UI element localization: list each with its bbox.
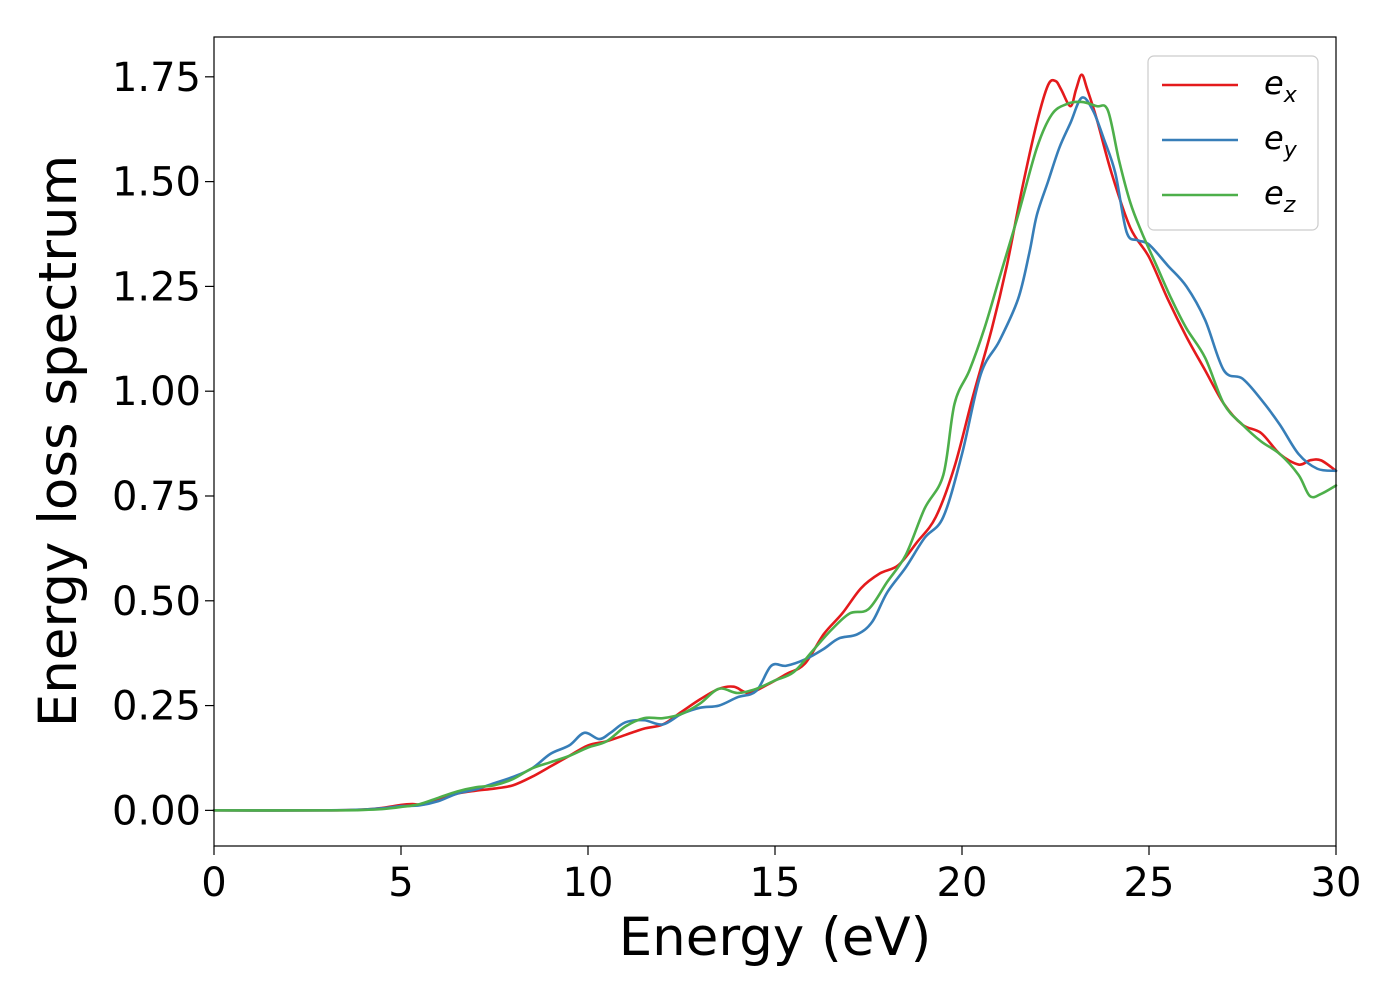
x-tick-label: 5 [388, 860, 413, 906]
x-tick-label: 15 [750, 860, 801, 906]
x-tick-label: 25 [1124, 860, 1175, 906]
series-lines [212, 73, 1338, 812]
series-line-z [212, 100, 1338, 812]
y-tick-label: 1.25 [112, 264, 201, 310]
series-line-x [212, 73, 1338, 812]
y-axis-ticks: 0.00 0.25 0.50 0.75 1.00 1.25 1.50 1.75 [112, 55, 214, 834]
y-tick-label: 0.25 [112, 684, 201, 730]
y-axis-label: Energy loss spectrum [28, 155, 89, 727]
y-tick-label: 1.00 [112, 369, 201, 415]
y-tick-label: 0.00 [112, 788, 201, 834]
legend-box [1147, 55, 1319, 231]
y-tick-label: 0.50 [112, 579, 201, 625]
x-tick-label: 0 [201, 860, 226, 906]
x-tick-label: 30 [1311, 860, 1362, 906]
y-tick-label: 1.75 [112, 55, 201, 101]
y-tick-label: 1.50 [112, 160, 201, 206]
legend-subscript-x: x [1283, 83, 1298, 108]
x-tick-label: 20 [937, 860, 988, 906]
x-tick-label: 10 [563, 860, 614, 906]
legend-subscript-y: y [1283, 138, 1298, 163]
y-tick-label: 0.75 [112, 474, 201, 520]
x-axis-label: Energy (eV) [619, 907, 932, 968]
legend-subscript-z: z [1283, 193, 1296, 218]
x-axis-ticks: 0 5 10 15 20 25 30 [201, 846, 1361, 906]
